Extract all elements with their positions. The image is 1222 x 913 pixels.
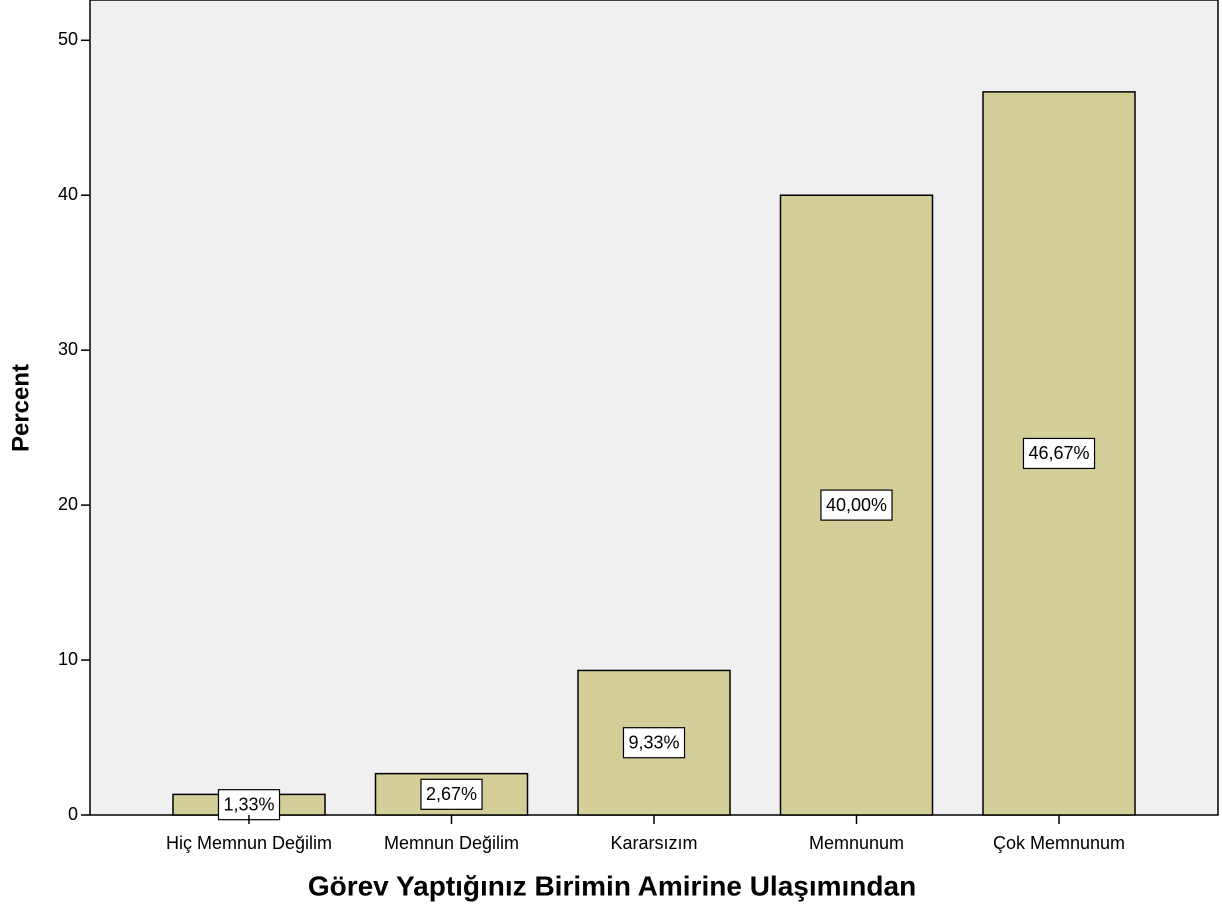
value-label-box xyxy=(420,778,483,810)
value-label: 1,33% xyxy=(223,794,274,814)
x-tick-label: Çok Memnunum xyxy=(993,833,1125,853)
y-tick-label: 0 xyxy=(68,804,78,824)
x-tick-label: Memnun Değilim xyxy=(384,833,519,853)
value-label: 2,67% xyxy=(426,784,477,804)
value-label-box xyxy=(1022,437,1096,470)
y-tick-label: 40 xyxy=(58,184,78,204)
x-axis-title: Görev Yaptığınız Birimin Amirine Ulaşımı… xyxy=(308,870,916,901)
y-tick-label: 20 xyxy=(58,494,78,514)
value-label: 9,33% xyxy=(628,732,679,752)
bar xyxy=(982,91,1136,816)
x-tick-label: Kararsızım xyxy=(610,833,697,853)
y-axis-title: Percent xyxy=(7,364,34,452)
value-label-box xyxy=(217,789,281,821)
y-tick-label: 10 xyxy=(58,649,78,669)
x-tick-label: Hiç Memnun Değilim xyxy=(166,833,332,853)
value-label-box xyxy=(820,489,893,521)
x-tick-label: Memnunum xyxy=(809,833,904,853)
y-tick-label: 30 xyxy=(58,339,78,359)
value-label: 46,67% xyxy=(1028,443,1089,463)
value-label-box xyxy=(622,727,686,759)
value-label: 40,00% xyxy=(826,495,887,515)
y-tick-label: 50 xyxy=(58,29,78,49)
